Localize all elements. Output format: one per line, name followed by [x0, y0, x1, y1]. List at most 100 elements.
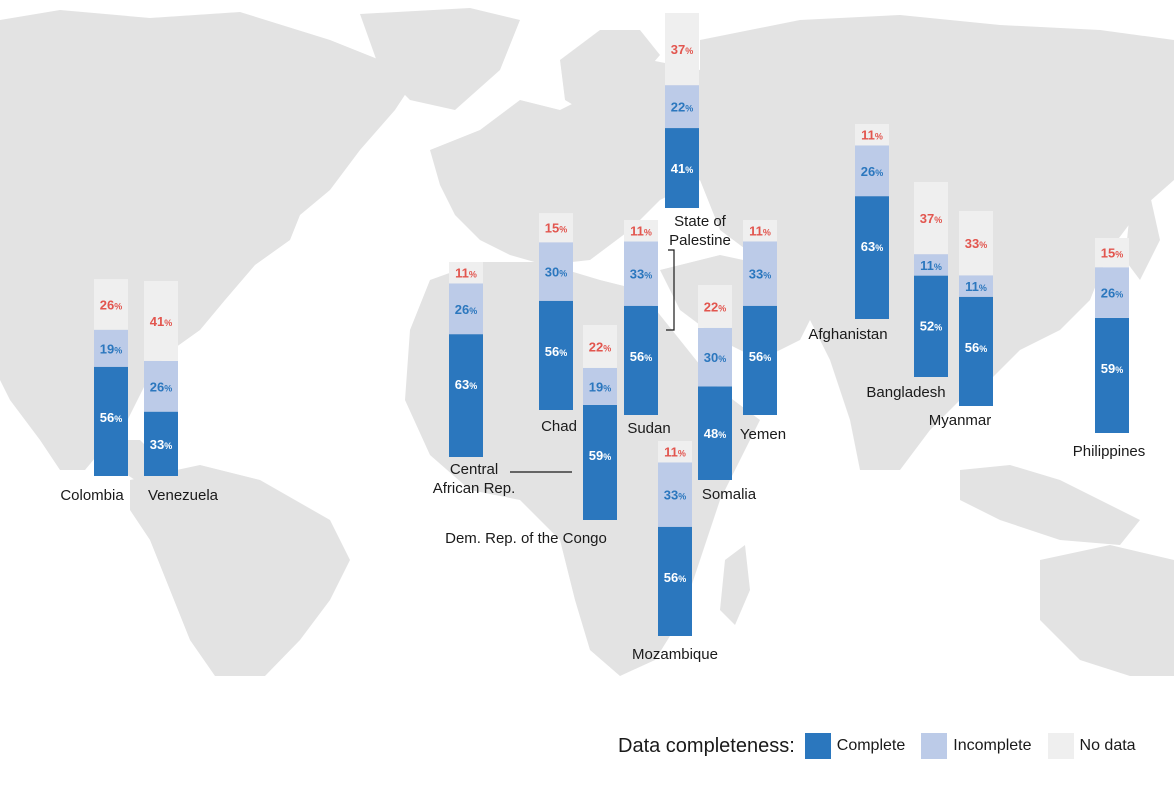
category-label-bangladesh: Bangladesh [866, 384, 945, 401]
data-label-state-of-palestine-complete: 41% [671, 161, 693, 176]
bar-chad-incomplete [539, 242, 573, 301]
data-label-somalia-complete: 48% [704, 426, 726, 441]
data-label-sudan-incomplete: 33% [630, 267, 652, 282]
leader-lines [510, 249, 675, 473]
bar-philippines-nodata [1095, 238, 1129, 268]
data-label-bangladesh-complete: 52% [920, 319, 942, 334]
category-label-philippines: Philippines [1073, 443, 1146, 460]
data-label-philippines-nodata: 15% [1101, 246, 1123, 261]
data-label-colombia-nodata: 26% [100, 297, 122, 312]
bar-central-african-rep-nodata [449, 262, 483, 284]
bar-dem-rep-of-the-congo-nodata [583, 325, 617, 368]
bar-sudan-incomplete [624, 241, 658, 306]
data-label-mozambique-nodata: 11% [664, 445, 686, 460]
bar-somalia-complete [698, 386, 732, 480]
legend: Data completeness: Complete Incomplete N… [618, 730, 1136, 762]
data-label-yemen-incomplete: 33% [749, 267, 771, 282]
data-label-dem-rep-of-the-congo-nodata: 22% [589, 339, 611, 354]
data-label-myanmar-incomplete: 11% [965, 279, 987, 294]
bar-yemen-nodata [743, 220, 777, 242]
category-label-colombia: Colombia [60, 487, 124, 504]
legend-label-incomplete: Incomplete [953, 737, 1032, 754]
bar-state-of-palestine-complete [665, 128, 699, 208]
data-label-philippines-complete: 59% [1101, 361, 1123, 376]
bar-mozambique-nodata [658, 441, 692, 463]
category-label-dem-rep-of-the-congo: Dem. Rep. of the Congo [445, 530, 607, 547]
bar-central-african-rep-incomplete [449, 283, 483, 335]
data-label-venezuela-incomplete: 26% [150, 379, 172, 394]
legend-swatch-incomplete [921, 733, 948, 759]
bar-colombia-incomplete [94, 329, 128, 367]
data-label-central-african-rep-complete: 63% [455, 377, 477, 392]
bar-venezuela-nodata [144, 281, 178, 361]
bar-somalia-incomplete [698, 327, 732, 387]
data-label-chad-incomplete: 30% [545, 265, 567, 280]
bar-afghanistan-incomplete [855, 145, 889, 197]
data-label-myanmar-nodata: 33% [965, 236, 987, 251]
bar-bangladesh-incomplete [914, 254, 948, 276]
legend-title: Data completeness: [618, 734, 795, 757]
category-label-somalia: Somalia [702, 486, 757, 503]
bar-myanmar-incomplete [959, 275, 993, 297]
bar-sudan-nodata [624, 220, 658, 242]
bar-bangladesh-complete [914, 275, 948, 377]
category-label-state-of-palestine: State of Palestine [669, 213, 731, 249]
category-label-afghanistan: Afghanistan [808, 326, 887, 343]
bar-venezuela-incomplete [144, 360, 178, 412]
bar-state-of-palestine-nodata [665, 13, 699, 86]
bar-dem-rep-of-the-congo-complete [583, 404, 617, 520]
bar-myanmar-complete [959, 296, 993, 406]
map-madagascar [720, 545, 750, 625]
data-label-dem-rep-of-the-congo-complete: 59% [589, 448, 611, 463]
map-scandinavia [560, 30, 660, 115]
data-label-venezuela-nodata: 41% [150, 314, 172, 329]
bar-yemen-complete [743, 305, 777, 415]
data-label-state-of-palestine-nodata: 37% [671, 42, 693, 57]
legend-swatch-complete [804, 733, 831, 759]
bar-afghanistan-complete [855, 196, 889, 319]
data-label-state-of-palestine-incomplete: 22% [671, 100, 693, 115]
bar-dem-rep-of-the-congo-incomplete [583, 367, 617, 405]
category-label-myanmar: Myanmar [929, 412, 992, 429]
data-label-myanmar-complete: 56% [965, 340, 987, 355]
bar-mozambique-incomplete [658, 462, 692, 527]
legend-label-complete: Complete [836, 737, 906, 754]
data-label-afghanistan-complete: 63% [861, 239, 883, 254]
category-label-sudan: Sudan [627, 420, 670, 437]
country-labels-layer: Colombia Venezuela Central African Rep. Chad… [60, 213, 1145, 663]
bar-colombia-complete [94, 366, 128, 476]
bar-chad-nodata [539, 213, 573, 243]
data-label-philippines-incomplete: 26% [1101, 286, 1123, 301]
bar-somalia-nodata [698, 285, 732, 328]
map-southeast-asia [960, 465, 1140, 545]
bar-venezuela-complete [144, 411, 178, 476]
data-label-yemen-complete: 56% [749, 349, 771, 364]
legend-label-nodata: No data [1079, 737, 1136, 754]
data-label-somalia-incomplete: 30% [704, 350, 726, 365]
data-label-central-african-rep-nodata: 11% [455, 266, 477, 281]
bars-layer: 56% 19% 26% 33% 26% 41% 63% 26% 11% 56% 30% 15% 59% 1… [94, 13, 1129, 636]
category-label-yemen: Yemen [740, 426, 786, 443]
map-australia [1040, 545, 1174, 676]
category-label-central-african-rep: Central African Rep. [433, 461, 516, 497]
bar-chad-complete [539, 300, 573, 410]
bar-mozambique-complete [658, 526, 692, 636]
category-label-mozambique: Mozambique [632, 646, 718, 663]
legend-swatch-nodata [1047, 733, 1074, 759]
bar-philippines-incomplete [1095, 267, 1129, 318]
leader-line-palestine [666, 249, 675, 331]
bar-sudan-complete [624, 305, 658, 415]
bar-bangladesh-nodata [914, 182, 948, 255]
data-label-afghanistan-nodata: 11% [861, 128, 883, 143]
data-label-dem-rep-of-the-congo-incomplete: 19% [589, 379, 611, 394]
map-japan [1125, 195, 1160, 280]
map-north-america [0, 10, 420, 470]
bar-central-african-rep-complete [449, 334, 483, 457]
map-middle-east [660, 255, 820, 360]
bar-afghanistan-nodata [855, 124, 889, 146]
data-label-afghanistan-incomplete: 26% [861, 164, 883, 179]
map-greenland [360, 8, 520, 110]
data-label-colombia-complete: 56% [100, 410, 122, 425]
bar-state-of-palestine-incomplete [665, 85, 699, 129]
